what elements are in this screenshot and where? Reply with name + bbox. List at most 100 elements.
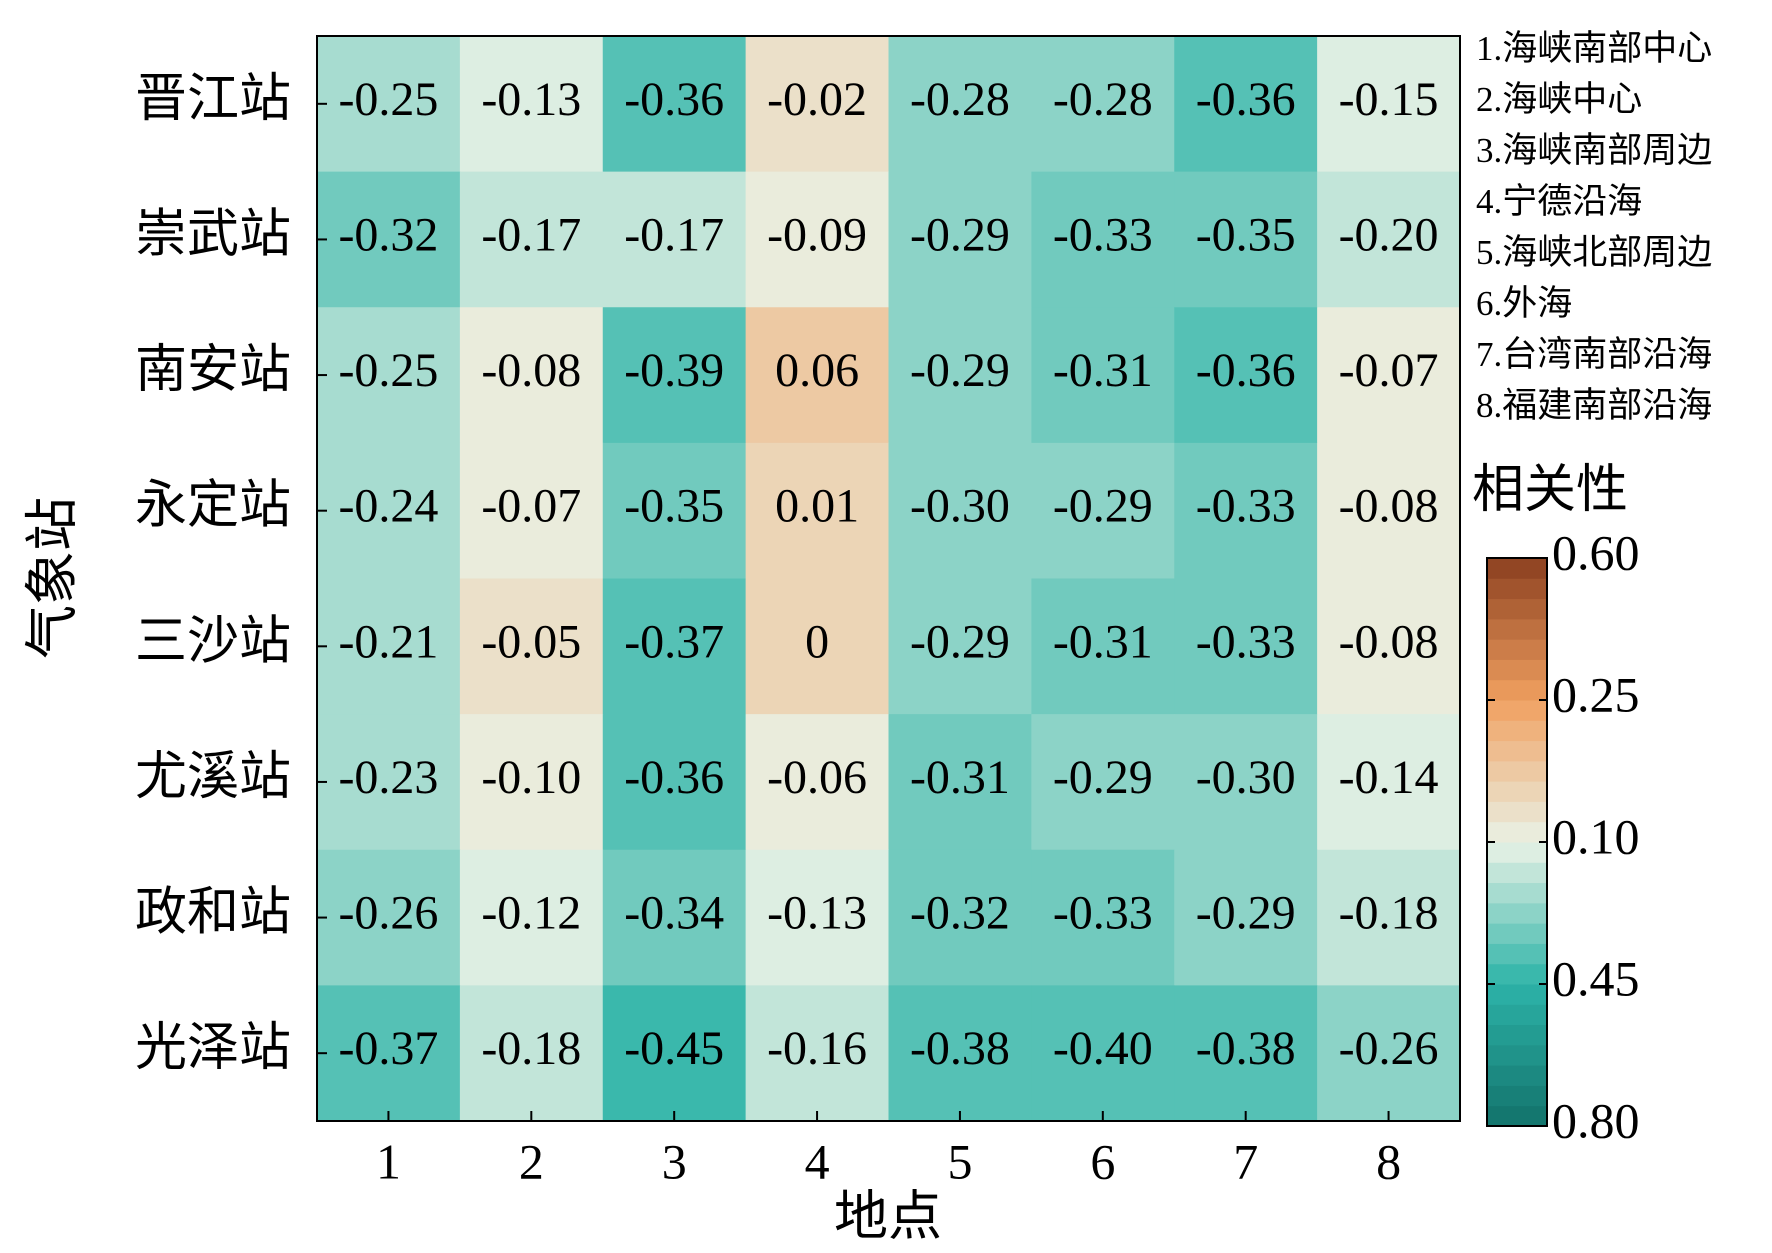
heatmap-cell	[1317, 578, 1461, 715]
cell-label: -0.31	[1053, 344, 1153, 397]
heatmap-cell	[888, 985, 1032, 1122]
cell-label: -0.28	[910, 73, 1010, 126]
cell-label: -0.18	[481, 1022, 581, 1075]
y-tick-label: 政和站	[135, 885, 291, 942]
heatmap-cell	[317, 578, 461, 715]
cell-label: -0.36	[1196, 73, 1296, 126]
colorbar-segment	[1487, 720, 1547, 742]
heatmap-cell	[1031, 36, 1175, 173]
plot-frame	[316, 35, 1461, 1122]
legend-item: 1.海峡南部中心	[1476, 29, 1712, 68]
cell-label: -0.24	[338, 480, 438, 533]
legend-item: 7.台湾南部沿海	[1476, 335, 1712, 374]
heatmap-cell	[459, 171, 604, 308]
heatmap-cell	[1174, 578, 1318, 715]
heatmap-cell	[1031, 171, 1175, 308]
heatmap-cell	[459, 985, 604, 1122]
colorbar-title: 相关性	[1472, 462, 1628, 519]
cell-label: -0.30	[1196, 751, 1296, 804]
heatmap-cell	[1031, 985, 1175, 1122]
cell-label: -0.15	[1339, 73, 1439, 126]
cell-label: -0.32	[338, 208, 438, 261]
heatmap-cell	[888, 36, 1032, 173]
cell-label: -0.40	[1053, 1022, 1153, 1075]
heatmap-cell	[459, 36, 604, 173]
heatmap-cell	[888, 714, 1032, 851]
colorbar-segment	[1487, 902, 1547, 924]
colorbar-segment	[1487, 740, 1547, 762]
y-tick-label: 尤溪站	[135, 749, 291, 806]
cell-label: -0.29	[1053, 480, 1153, 533]
heatmap-cell	[317, 307, 461, 444]
colorbar-segment	[1487, 984, 1547, 1005]
cell-label: -0.37	[624, 615, 724, 668]
heatmap-cell	[1174, 36, 1318, 173]
y-tick-label: 三沙站	[135, 613, 291, 670]
cell-label: -0.36	[624, 751, 724, 804]
cell-label: -0.28	[1053, 73, 1153, 126]
heatmap-cell	[745, 849, 889, 986]
x-tick-label: 2	[519, 1133, 544, 1189]
heatmap-cell	[602, 578, 747, 715]
colorbar-tick-label: 0.80	[1552, 1092, 1640, 1148]
colorbar-segment	[1487, 700, 1547, 721]
colorbar-segment	[1487, 598, 1547, 620]
heatmap-cell	[459, 307, 604, 444]
heatmap-cell	[317, 442, 461, 579]
colorbar-segment	[1487, 578, 1547, 600]
x-tick-label: 8	[1376, 1133, 1401, 1189]
colorbar-segment	[1487, 882, 1547, 904]
cell-label: -0.35	[624, 480, 724, 533]
cell-label: -0.36	[1196, 344, 1296, 397]
colorbar-segment	[1487, 1105, 1547, 1127]
cell-label: -0.36	[624, 73, 724, 126]
colorbar-tick-label: 0.25	[1552, 666, 1640, 722]
cell-label: -0.06	[767, 751, 867, 804]
cell-label: 0.06	[775, 344, 859, 397]
cell-label: -0.17	[624, 208, 724, 261]
cell-label: -0.12	[481, 887, 581, 940]
cell-label: -0.29	[1053, 751, 1153, 804]
cell-label: -0.35	[1196, 208, 1296, 261]
heatmap-cell	[317, 714, 461, 851]
cell-label: -0.16	[767, 1022, 867, 1075]
heatmap-cell	[745, 442, 889, 579]
cell-label: -0.25	[338, 344, 438, 397]
heatmap-cell	[602, 714, 747, 851]
cell-label: -0.33	[1196, 615, 1296, 668]
heatmap-cell	[602, 171, 747, 308]
heatmap-cell	[602, 36, 747, 173]
heatmap-cell	[602, 442, 747, 579]
colorbar-tick-label: 0.60	[1552, 524, 1640, 580]
heatmap-cell	[1317, 849, 1461, 986]
heatmap-cell	[1174, 307, 1318, 444]
y-tick-label: 永定站	[135, 478, 291, 535]
heatmap-cell	[745, 36, 889, 173]
y-axis-label: 气象站	[22, 497, 82, 659]
cell-label: -0.37	[338, 1022, 438, 1075]
legend-item: 8.福建南部沿海	[1476, 386, 1712, 425]
cell-label: -0.38	[1196, 1022, 1296, 1075]
heatmap-cell	[1317, 714, 1461, 851]
cell-label: -0.33	[1053, 887, 1153, 940]
y-tick-label: 晋江站	[135, 71, 291, 128]
heatmap-cell	[317, 985, 461, 1122]
heatmap-cell	[1174, 985, 1318, 1122]
colorbar-segment	[1487, 963, 1547, 985]
colorbar-segment	[1487, 558, 1547, 579]
legend-item: 6.外海	[1476, 284, 1572, 323]
colorbar-segment	[1487, 1085, 1547, 1107]
heatmap-cell	[602, 985, 747, 1122]
cell-label: -0.26	[338, 887, 438, 940]
cell-label: -0.29	[1196, 887, 1296, 940]
legend-item: 3.海峡南部周边	[1476, 131, 1712, 170]
cell-label: -0.38	[910, 1022, 1010, 1075]
x-tick-label: 3	[662, 1133, 687, 1189]
legend-item: 2.海峡中心	[1476, 80, 1642, 119]
cell-label: -0.17	[481, 208, 581, 261]
cell-label: -0.29	[910, 344, 1010, 397]
heatmap-cell	[1031, 714, 1175, 851]
cell-label: -0.32	[910, 887, 1010, 940]
